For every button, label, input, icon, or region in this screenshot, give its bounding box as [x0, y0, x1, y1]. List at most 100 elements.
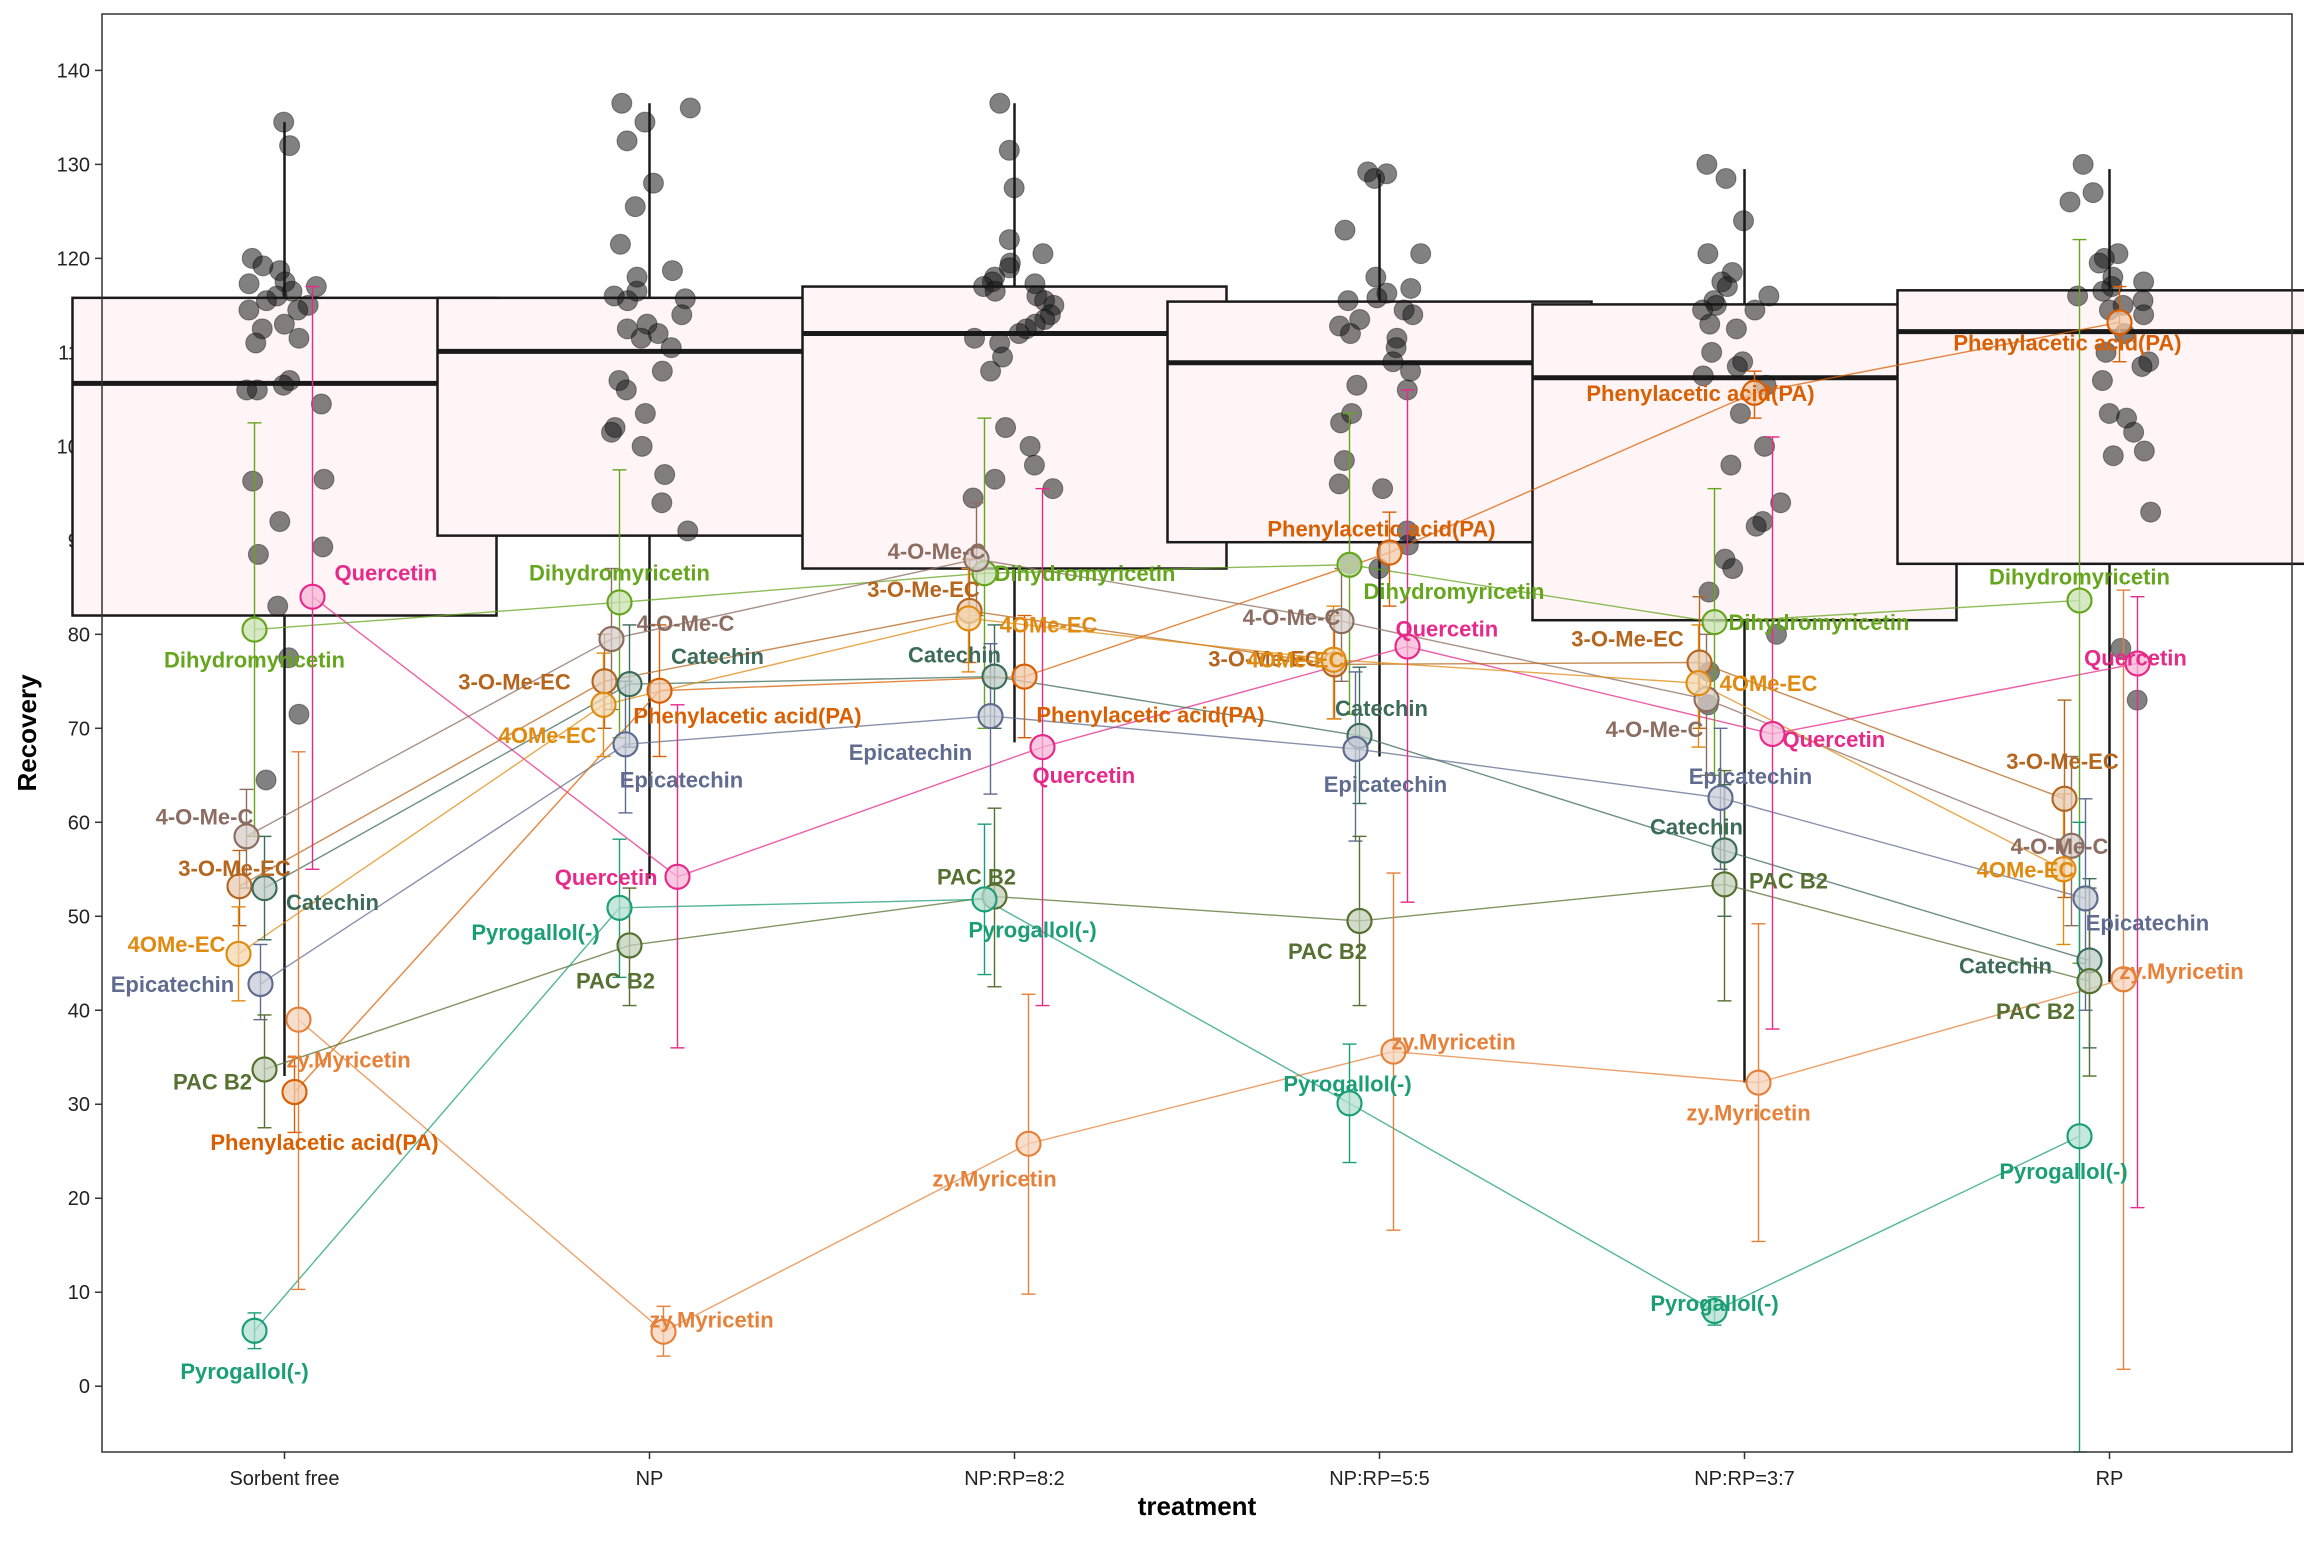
jitter-point [652, 361, 672, 381]
point-ring-phenylacetic-acid-pa [648, 679, 672, 703]
y-tick-label-0: 0 [79, 1376, 90, 1398]
jitter-point [256, 291, 276, 311]
label-pac-b2: PAC B2 [1749, 868, 1828, 893]
jitter-point [289, 328, 309, 348]
y-tick-label-140: 140 [57, 60, 90, 82]
jitter-point [1009, 324, 1029, 344]
jitter-point [1020, 436, 1040, 456]
label-pyrogallol: Pyrogallol(-) [968, 917, 1096, 942]
point-ring-pyrogallol [2068, 1124, 2092, 1148]
label-4ome-ec: 4OMe-EC [1247, 648, 1345, 673]
label-zy-myricetin: zy.Myricetin [649, 1308, 773, 1333]
label-phenylacetic-acid-pa: Phenylacetic acid(PA) [633, 704, 861, 729]
jitter-point [1727, 356, 1747, 376]
jitter-point [610, 234, 630, 254]
point-ring-4ome-ec [1687, 671, 1711, 695]
point-ring-pac-b2 [1348, 909, 1372, 933]
jitter-point [632, 436, 652, 456]
point-ring-pac-b2 [2078, 969, 2102, 993]
jitter-point [1373, 479, 1393, 499]
jitter-point [248, 544, 268, 564]
jitter-point [672, 305, 692, 325]
label-pac-b2: PAC B2 [173, 1069, 252, 1094]
jitter-point [985, 281, 1005, 301]
label-zy-myricetin: zy.Myricetin [932, 1167, 1056, 1192]
jitter-point [1340, 324, 1360, 344]
jitter-point [1745, 300, 1765, 320]
label-epicatechin: Epicatechin [2086, 910, 2209, 935]
jitter-point [652, 493, 672, 513]
jitter-point [2124, 422, 2144, 442]
y-tick-label-120: 120 [57, 248, 90, 270]
jitter-point [1347, 375, 1367, 395]
x-tick-label-sorbent-free: Sorbent free [229, 1468, 339, 1490]
x-tick-label-np-rp-3-7: NP:RP=3:7 [1694, 1468, 1795, 1490]
label-epicatechin: Epicatechin [1324, 772, 1447, 797]
y-tick-label-50: 50 [68, 906, 90, 928]
label-4-o-me-c: 4-O-Me-C [637, 611, 735, 636]
label-dihydromyricetin: Dihydromyricetin [1364, 579, 1545, 604]
label-pac-b2: PAC B2 [1288, 939, 1367, 964]
label-3-o-me-ec: 3-O-Me-EC [867, 577, 980, 602]
jitter-point [1367, 288, 1387, 308]
jitter-point [1730, 403, 1750, 423]
jitter-point [617, 131, 637, 151]
jitter-point [2083, 183, 2103, 203]
point-ring-quercetin [301, 585, 325, 609]
point-ring-pac-b2 [253, 1057, 277, 1081]
label-quercetin: Quercetin [1033, 763, 1136, 788]
point-ring-phenylacetic-acid-pa [283, 1080, 307, 1104]
y-axis-title: Recovery [12, 674, 42, 792]
jitter-point [996, 418, 1016, 438]
y-tick-label-70: 70 [68, 718, 90, 740]
label-pac-b2: PAC B2 [937, 865, 1016, 890]
jitter-point [635, 112, 655, 132]
label-zy-myricetin: zy.Myricetin [1391, 1030, 1515, 1055]
label-catechin: Catechin [286, 890, 379, 915]
label-pyrogallol: Pyrogallol(-) [471, 920, 599, 945]
point-ring-dihydromyricetin [1703, 610, 1727, 634]
jitter-point [280, 136, 300, 156]
jitter-point [1024, 455, 1044, 475]
label-zy-myricetin: zy.Myricetin [1686, 1101, 1810, 1126]
x-tick-label-np: NP [636, 1468, 664, 1490]
y-tick-label-20: 20 [68, 1188, 90, 1210]
point-ring-epicatechin [1709, 786, 1733, 810]
jitter-point [1334, 450, 1354, 470]
x-tick-label-np-rp-5-5: NP:RP=5:5 [1329, 1468, 1430, 1490]
jitter-point [2134, 441, 2154, 461]
jitter-point [678, 521, 698, 541]
label-pyrogallol: Pyrogallol(-) [180, 1359, 308, 1384]
label-4ome-ec: 4OMe-EC [1720, 671, 1818, 696]
label-dihydromyricetin: Dihydromyricetin [529, 560, 710, 585]
point-ring-zy-myricetin [1017, 1132, 1041, 1156]
point-ring-dihydromyricetin [608, 590, 632, 614]
label-epicatechin: Epicatechin [111, 972, 234, 997]
point-ring-4ome-ec [227, 942, 251, 966]
jitter-point [270, 512, 290, 532]
point-ring-zy-myricetin [1747, 1071, 1771, 1095]
jitter-point [1335, 220, 1355, 240]
jitter-point [1726, 319, 1746, 339]
point-ring-3-o-me-ec [593, 669, 617, 693]
jitter-point [2141, 502, 2161, 522]
jitter-point [1697, 154, 1717, 174]
label-pyrogallol: Pyrogallol(-) [1283, 1071, 1411, 1096]
point-ring-pyrogallol [608, 896, 632, 920]
point-ring-quercetin [1031, 735, 1055, 759]
y-tick-label-80: 80 [68, 624, 90, 646]
x-axis-title: treatment [1138, 1491, 1257, 1521]
label-dihydromyricetin: Dihydromyricetin [164, 648, 345, 673]
jitter-point [246, 333, 266, 353]
jitter-point [2132, 356, 2152, 376]
x-tick-label-rp: RP [2096, 1468, 2124, 1490]
jitter-point [243, 471, 263, 491]
point-ring-pyrogallol [243, 1319, 267, 1343]
jitter-point [1699, 582, 1719, 602]
jitter-point [1746, 516, 1766, 536]
label-quercetin: Quercetin [1783, 727, 1886, 752]
jitter-point [311, 394, 331, 414]
y-tick-label-60: 60 [68, 812, 90, 834]
jitter-point [1033, 244, 1053, 264]
